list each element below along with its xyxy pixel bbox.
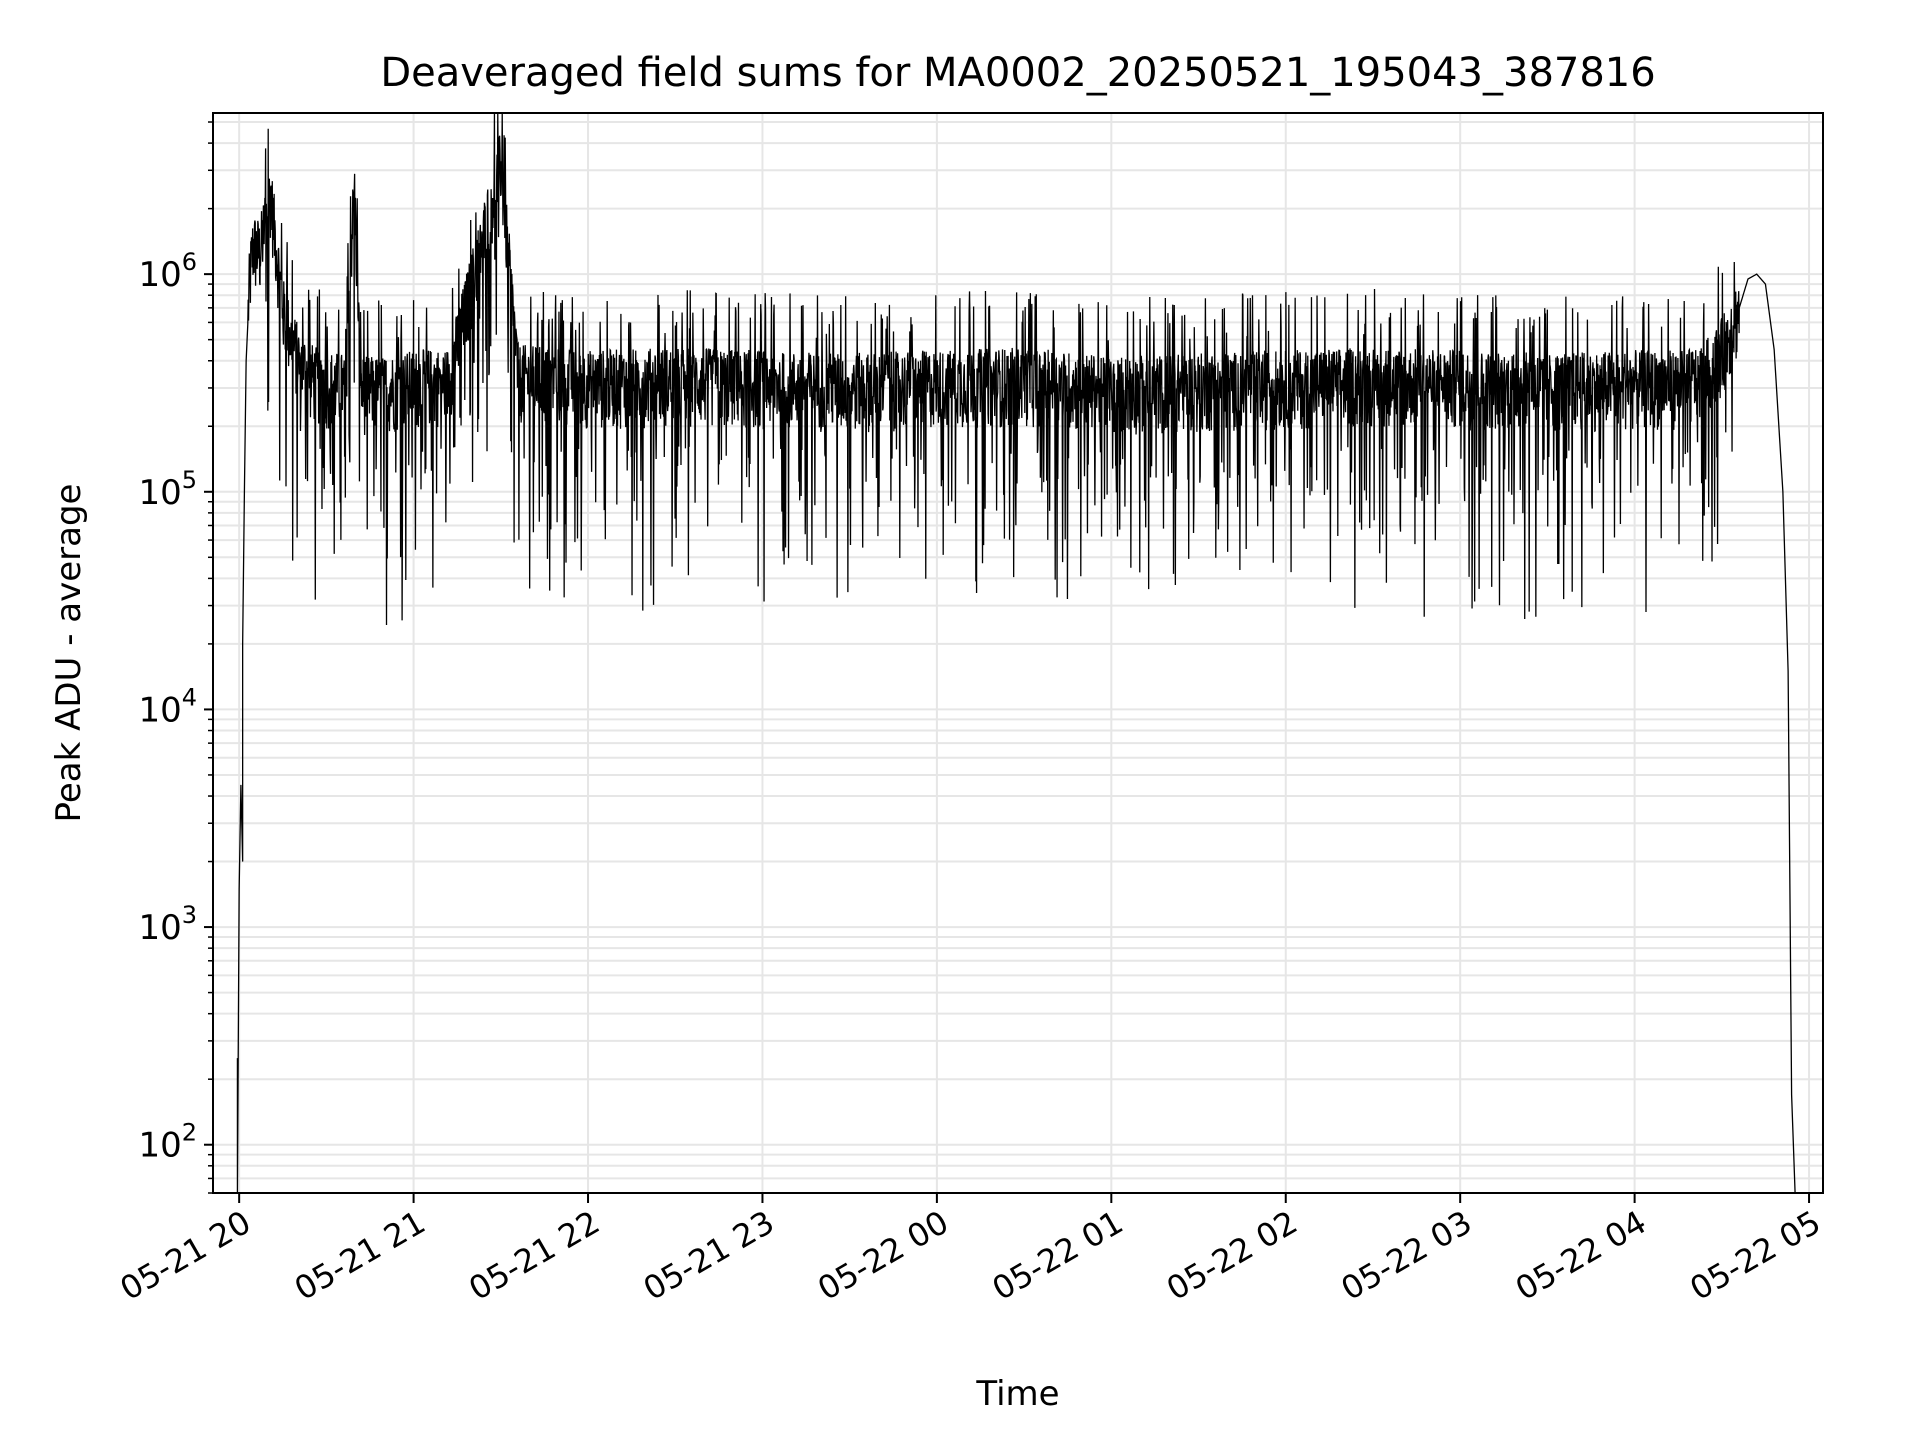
chart-title: Deaveraged field sums for MA0002_2025052… — [380, 50, 1655, 96]
y-tick-label: 106 — [138, 248, 197, 295]
grid-layer — [213, 113, 1823, 1194]
y-tick-label: 102 — [138, 1119, 197, 1166]
plot-frame — [212, 112, 1824, 1194]
y-tick-label: 103 — [138, 901, 197, 948]
line-layer — [236, 112, 1796, 1194]
series-line — [236, 112, 1796, 1194]
y-tick-label: 104 — [138, 683, 197, 730]
y-axis-label: Peak ADU - average — [49, 484, 89, 823]
x-axis-label: Time — [975, 1374, 1059, 1414]
y-tick-label: 105 — [138, 466, 197, 513]
